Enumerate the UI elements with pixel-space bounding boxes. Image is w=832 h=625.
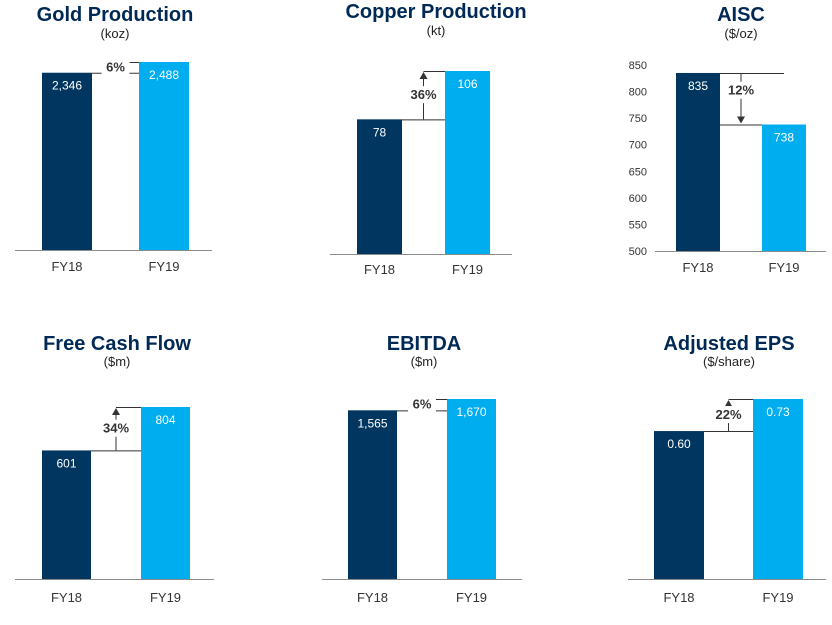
x-category-label: FY19: [148, 259, 179, 274]
bar-fy19: [762, 124, 806, 251]
bar-fy18: [357, 119, 402, 254]
chart-title: Free Cash Flow: [43, 333, 191, 355]
change-arrow-head: [737, 116, 745, 124]
chart-title: Copper Production: [345, 1, 526, 23]
change-label-bg: [409, 86, 438, 104]
bar-fy18: [348, 410, 397, 579]
chart-subtitle: ($m): [104, 354, 131, 369]
chart-panel: Copper Production(kt) 78 106 FY18 FY19 36%: [330, 1, 527, 277]
x-category-label: FY18: [51, 590, 82, 605]
y-tick-label: 700: [629, 140, 647, 152]
bar-fy19: [447, 399, 496, 579]
change-label-bg: [101, 58, 130, 76]
bar-value-label: 0.60: [667, 437, 691, 451]
y-tick-label: 600: [629, 193, 647, 205]
bar-value-label: 78: [373, 125, 387, 139]
chart-subtitle: ($/oz): [724, 26, 757, 41]
chart-subtitle: (koz): [101, 26, 130, 41]
change-label-bg: [725, 81, 757, 99]
y-tick-label: 650: [629, 166, 647, 178]
change-percent: 36%: [410, 87, 436, 102]
x-category-label: FY18: [682, 260, 713, 275]
x-category-label: FY19: [762, 590, 793, 605]
bar-value-label: 0.73: [766, 405, 790, 419]
chart-title: Gold Production: [37, 4, 194, 26]
change-percent: 22%: [715, 407, 741, 422]
bar-value-label: 804: [155, 413, 175, 427]
bar-value-label: 601: [56, 456, 76, 470]
x-category-label: FY19: [150, 590, 181, 605]
y-tick-label: 850: [629, 60, 647, 72]
chart-title: EBITDA: [387, 333, 461, 355]
change-label-bg: [408, 395, 436, 413]
chart-title: Adjusted EPS: [663, 333, 794, 355]
y-tick-label: 750: [629, 113, 647, 125]
chart-panel: Adjusted EPS($/share) 0.60 0.73 FY18 FY19 22%: [628, 333, 826, 605]
bar-value-label: 106: [457, 77, 477, 91]
chart-panel: EBITDA($m) 1,565 1,670 FY18 FY19 6%: [322, 333, 522, 605]
bar-fy18: [654, 431, 704, 579]
bar-value-label: 2,488: [149, 68, 179, 82]
bar-value-label: 1,565: [357, 416, 387, 430]
bar-fy19: [445, 71, 490, 254]
bar-value-label: 2,346: [52, 79, 82, 93]
bar-fy19: [753, 399, 803, 579]
chart-subtitle: (kt): [427, 23, 446, 38]
bar-value-label: 835: [688, 79, 708, 93]
y-tick-label: 500: [629, 246, 647, 258]
change-percent: 6%: [413, 397, 432, 412]
chart-panel: Free Cash Flow($m) 601 804 FY18 FY19 34%: [15, 333, 214, 605]
x-category-label: FY18: [663, 590, 694, 605]
x-category-label: FY19: [456, 590, 487, 605]
chart-panel: Gold Production(koz) 2,346 2,488 FY18 FY19 6%: [15, 4, 212, 274]
bar-fy19: [141, 407, 190, 579]
bar-fy19: [139, 62, 189, 250]
x-category-label: FY19: [768, 260, 799, 275]
chart-subtitle: ($m): [411, 354, 438, 369]
change-arrow-head: [419, 72, 428, 79]
x-category-label: FY18: [357, 590, 388, 605]
bar-fy18: [42, 72, 92, 250]
change-label-bg: [102, 419, 130, 437]
chart-title: AISC: [717, 4, 765, 26]
change-arrow-head: [112, 408, 120, 415]
change-arrow-head: [724, 400, 733, 407]
change-percent: 34%: [103, 421, 129, 436]
bar-value-label: 738: [774, 131, 794, 145]
chart-panel: AISC($/oz) 850 800 750 700 650 600 550 500 835 738…: [629, 4, 826, 275]
x-category-label: FY18: [51, 259, 82, 274]
change-percent: 12%: [728, 83, 754, 98]
bar-value-label: 1,670: [456, 405, 486, 419]
y-tick-label: 550: [629, 219, 647, 231]
x-category-label: FY18: [364, 262, 395, 277]
change-percent: 6%: [106, 59, 125, 74]
bar-fy18: [676, 72, 720, 251]
y-tick-label: 800: [629, 87, 647, 99]
chart-subtitle: ($/share): [703, 354, 755, 369]
bar-fy18: [42, 450, 91, 579]
x-category-label: FY19: [452, 262, 483, 277]
change-label-bg: [714, 406, 743, 424]
